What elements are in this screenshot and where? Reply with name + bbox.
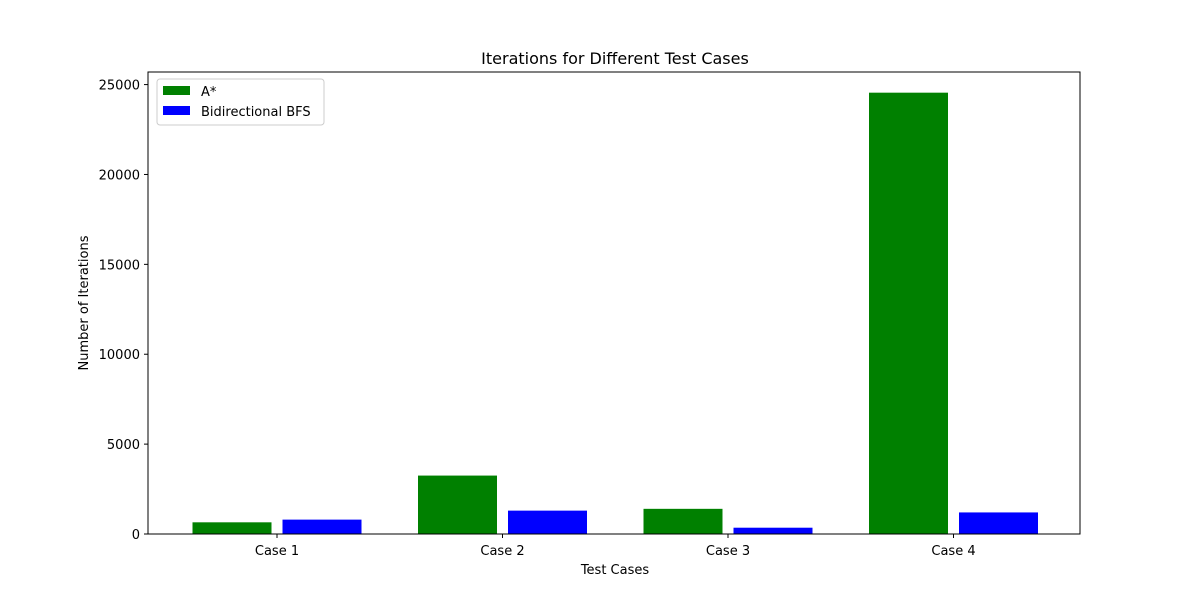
bar-series-0-case-3: [643, 508, 723, 534]
bars-group: [192, 92, 1038, 534]
legend-label-0: A*: [201, 85, 217, 100]
x-tick-label: Case 4: [931, 544, 975, 559]
bar-series-1-case-3: [733, 527, 813, 534]
x-tick-label: Case 3: [706, 544, 750, 559]
y-tick-label: 20000: [99, 168, 140, 183]
legend-swatch-0: [163, 86, 190, 95]
y-tick-label: 15000: [99, 258, 140, 273]
x-tick-label: Case 1: [255, 544, 299, 559]
legend-label-1: Bidirectional BFS: [201, 105, 311, 120]
y-axis-label: Number of Iterations: [77, 235, 92, 370]
chart-title: Iterations for Different Test Cases: [481, 49, 749, 68]
y-axis-ticks: 0 5000 10000 15000 20000 25000: [99, 79, 148, 543]
plot-frame: [147, 71, 1081, 535]
bar-series-1-case-1: [282, 519, 362, 534]
x-tick-label: Case 2: [480, 544, 524, 559]
bar-series-0-case-4: [869, 92, 948, 534]
y-tick-label: 10000: [99, 348, 140, 363]
y-tick-label: 5000: [107, 438, 140, 453]
x-axis-label: Test Cases: [580, 563, 650, 578]
y-tick-label: 25000: [99, 79, 140, 94]
bar-series-0-case-2: [418, 475, 497, 534]
bar-series-1-case-2: [508, 510, 587, 534]
legend: A* Bidirectional BFS: [156, 78, 325, 126]
bar-series-0-case-1: [192, 522, 272, 534]
legend-swatch-1: [163, 106, 190, 115]
y-tick-label: 0: [132, 528, 140, 543]
x-axis-ticks: Case 1 Case 2 Case 3 Case 4: [255, 534, 976, 559]
bar-series-1-case-4: [959, 512, 1038, 534]
legend-box: [156, 78, 325, 126]
